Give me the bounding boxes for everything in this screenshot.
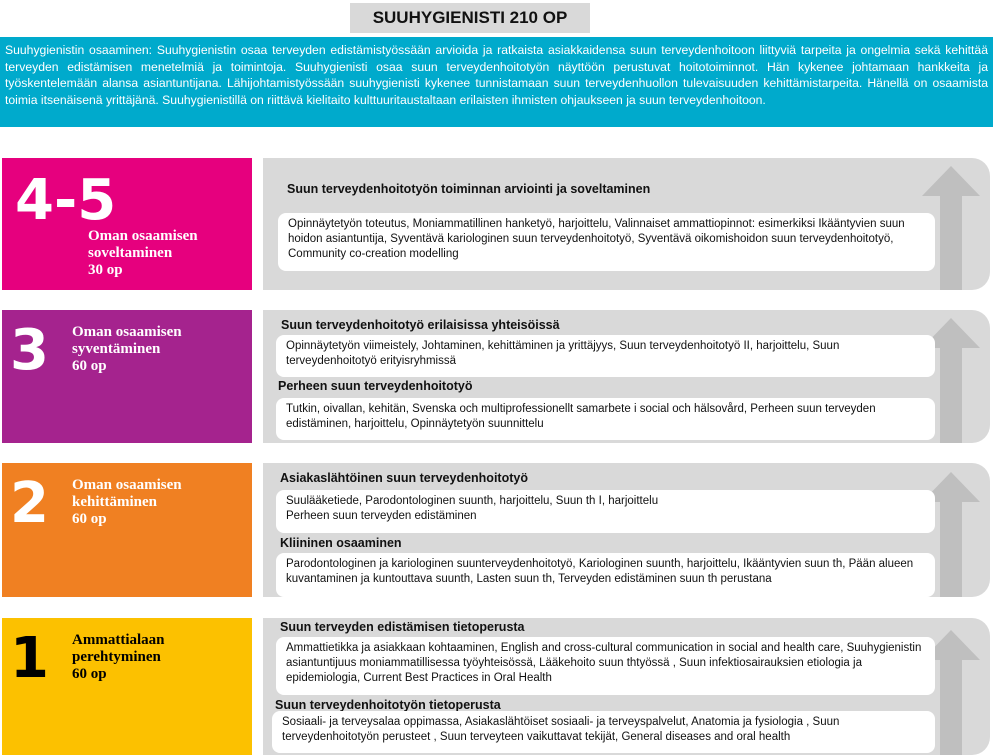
level-credits: 60 op [72, 511, 107, 527]
section-heading: Asiakaslähtöinen suun terveydenhoitotyö [280, 471, 528, 485]
up-arrow-icon [922, 630, 980, 755]
up-arrow-icon [922, 166, 980, 290]
section-heading: Suun terveydenhoitotyö erilaisissa yhtei… [281, 318, 560, 332]
section-courses: Parodontologinen ja kariologinen suunter… [276, 553, 935, 597]
section-heading: Suun terveydenhoitotyön toiminnan arvioi… [287, 182, 651, 196]
up-arrow-icon [922, 472, 980, 597]
level-number: 2 [10, 471, 49, 536]
level-number: 4-5 [15, 168, 117, 233]
level-number: 1 [10, 626, 49, 691]
level-credits: 60 op [72, 358, 107, 374]
level-label-line2: syventäminen [72, 341, 161, 357]
section-heading: Suun terveyden edistämisen tietoperusta [280, 620, 525, 634]
level-label-line1: Oman osaamisen [88, 228, 198, 244]
level-label-line2: soveltaminen [88, 245, 173, 261]
section-heading: Suun terveydenhoitotyön tietoperusta [275, 698, 501, 712]
level-label: Oman osaamisen syventäminen 60 op [72, 324, 182, 375]
level-label-line1: Oman osaamisen [72, 324, 182, 340]
level-3-block: 3 Oman osaamisen syventäminen 60 op [2, 310, 252, 443]
level-label-line2: perehtyminen [72, 649, 161, 665]
level-4-5-panel: Suun terveydenhoitotyön toiminnan arvioi… [263, 158, 990, 290]
level-label: Oman osaamisen soveltaminen 30 op [88, 228, 198, 279]
section-courses: Ammattietikka ja asiakkaan kohtaaminen, … [276, 637, 935, 695]
level-1-panel: Suun terveyden edistämisen tietoperusta … [263, 618, 990, 755]
section-courses: Opinnäytetyön toteutus, Moniammatillinen… [278, 213, 935, 271]
level-label: Oman osaamisen kehittäminen 60 op [72, 477, 182, 528]
intro-text: Suuhygienistin osaaminen: Suuhygienistin… [0, 37, 993, 127]
level-1-block: 1 Ammattialaan perehtyminen 60 op [2, 618, 252, 755]
level-label: Ammattialaan perehtyminen 60 op [72, 632, 165, 683]
section-courses: Sosiaali- ja terveysalaa oppimassa, Asia… [272, 711, 935, 753]
course-line: Suulääketiede, Parodontologinen suunth, … [286, 495, 659, 507]
up-arrow-icon [922, 318, 980, 443]
page-title: SUUHYGIENISTI 210 OP [350, 3, 590, 33]
level-credits: 60 op [72, 666, 107, 682]
level-3-panel: Suun terveydenhoitotyö erilaisissa yhtei… [263, 310, 990, 443]
level-label-line2: kehittäminen [72, 494, 158, 510]
section-heading: Kliininen osaaminen [280, 536, 402, 550]
section-heading: Perheen suun terveydenhoitotyö [278, 379, 473, 393]
section-courses: Opinnäytetyön viimeistely, Johtaminen, k… [276, 335, 935, 377]
level-credits: 30 op [88, 262, 123, 278]
level-label-line1: Oman osaamisen [72, 477, 182, 493]
course-line: Perheen suun terveyden edistäminen [286, 510, 477, 522]
level-4-5-block: 4-5 Oman osaamisen soveltaminen 30 op [2, 158, 252, 290]
level-number: 3 [10, 318, 49, 383]
level-2-panel: Asiakaslähtöinen suun terveydenhoitotyö … [263, 463, 990, 597]
level-label-line1: Ammattialaan [72, 632, 165, 648]
section-courses: Suulääketiede, Parodontologinen suunth, … [276, 490, 935, 533]
level-2-block: 2 Oman osaamisen kehittäminen 60 op [2, 463, 252, 597]
section-courses: Tutkin, oivallan, kehitän, Svenska och m… [276, 398, 935, 440]
